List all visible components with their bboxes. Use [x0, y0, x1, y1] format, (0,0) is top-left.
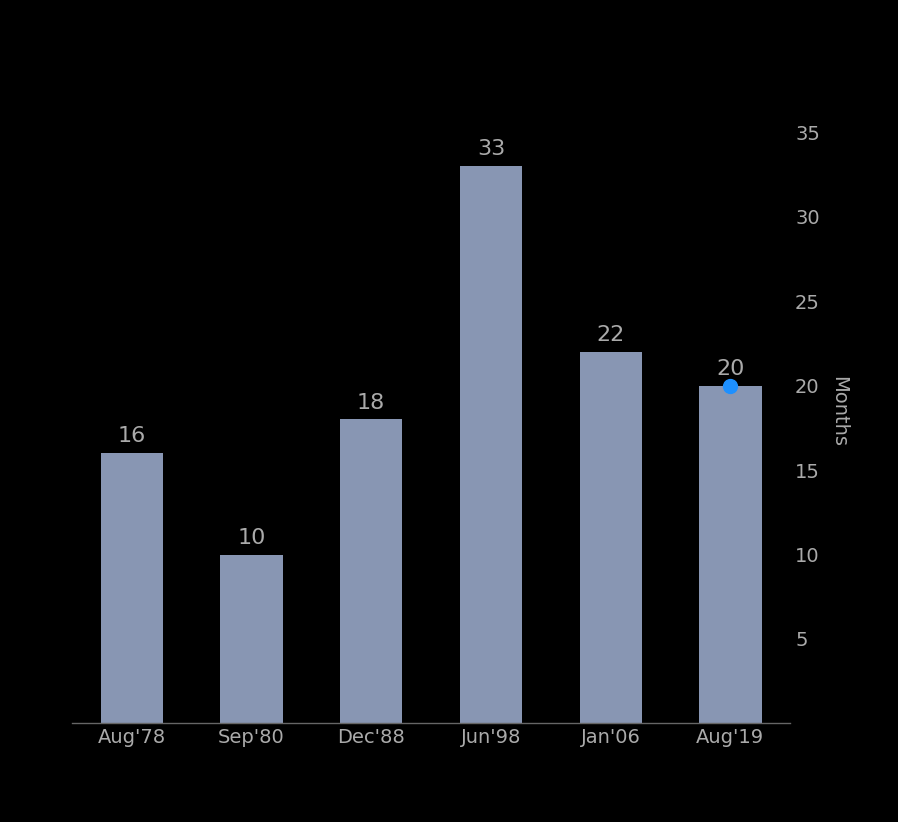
Bar	[579, 352, 642, 723]
Y-axis label: Months: Months	[829, 376, 848, 446]
Text: 10: 10	[237, 528, 266, 547]
Text: 22: 22	[596, 326, 625, 345]
Bar	[340, 419, 402, 723]
Text: 20: 20	[717, 359, 744, 379]
Bar	[700, 386, 762, 723]
Text: 18: 18	[357, 393, 385, 413]
Text: 16: 16	[118, 427, 145, 446]
Bar	[220, 555, 283, 723]
Bar	[460, 166, 522, 723]
Bar	[101, 453, 163, 723]
Text: 33: 33	[477, 140, 505, 159]
